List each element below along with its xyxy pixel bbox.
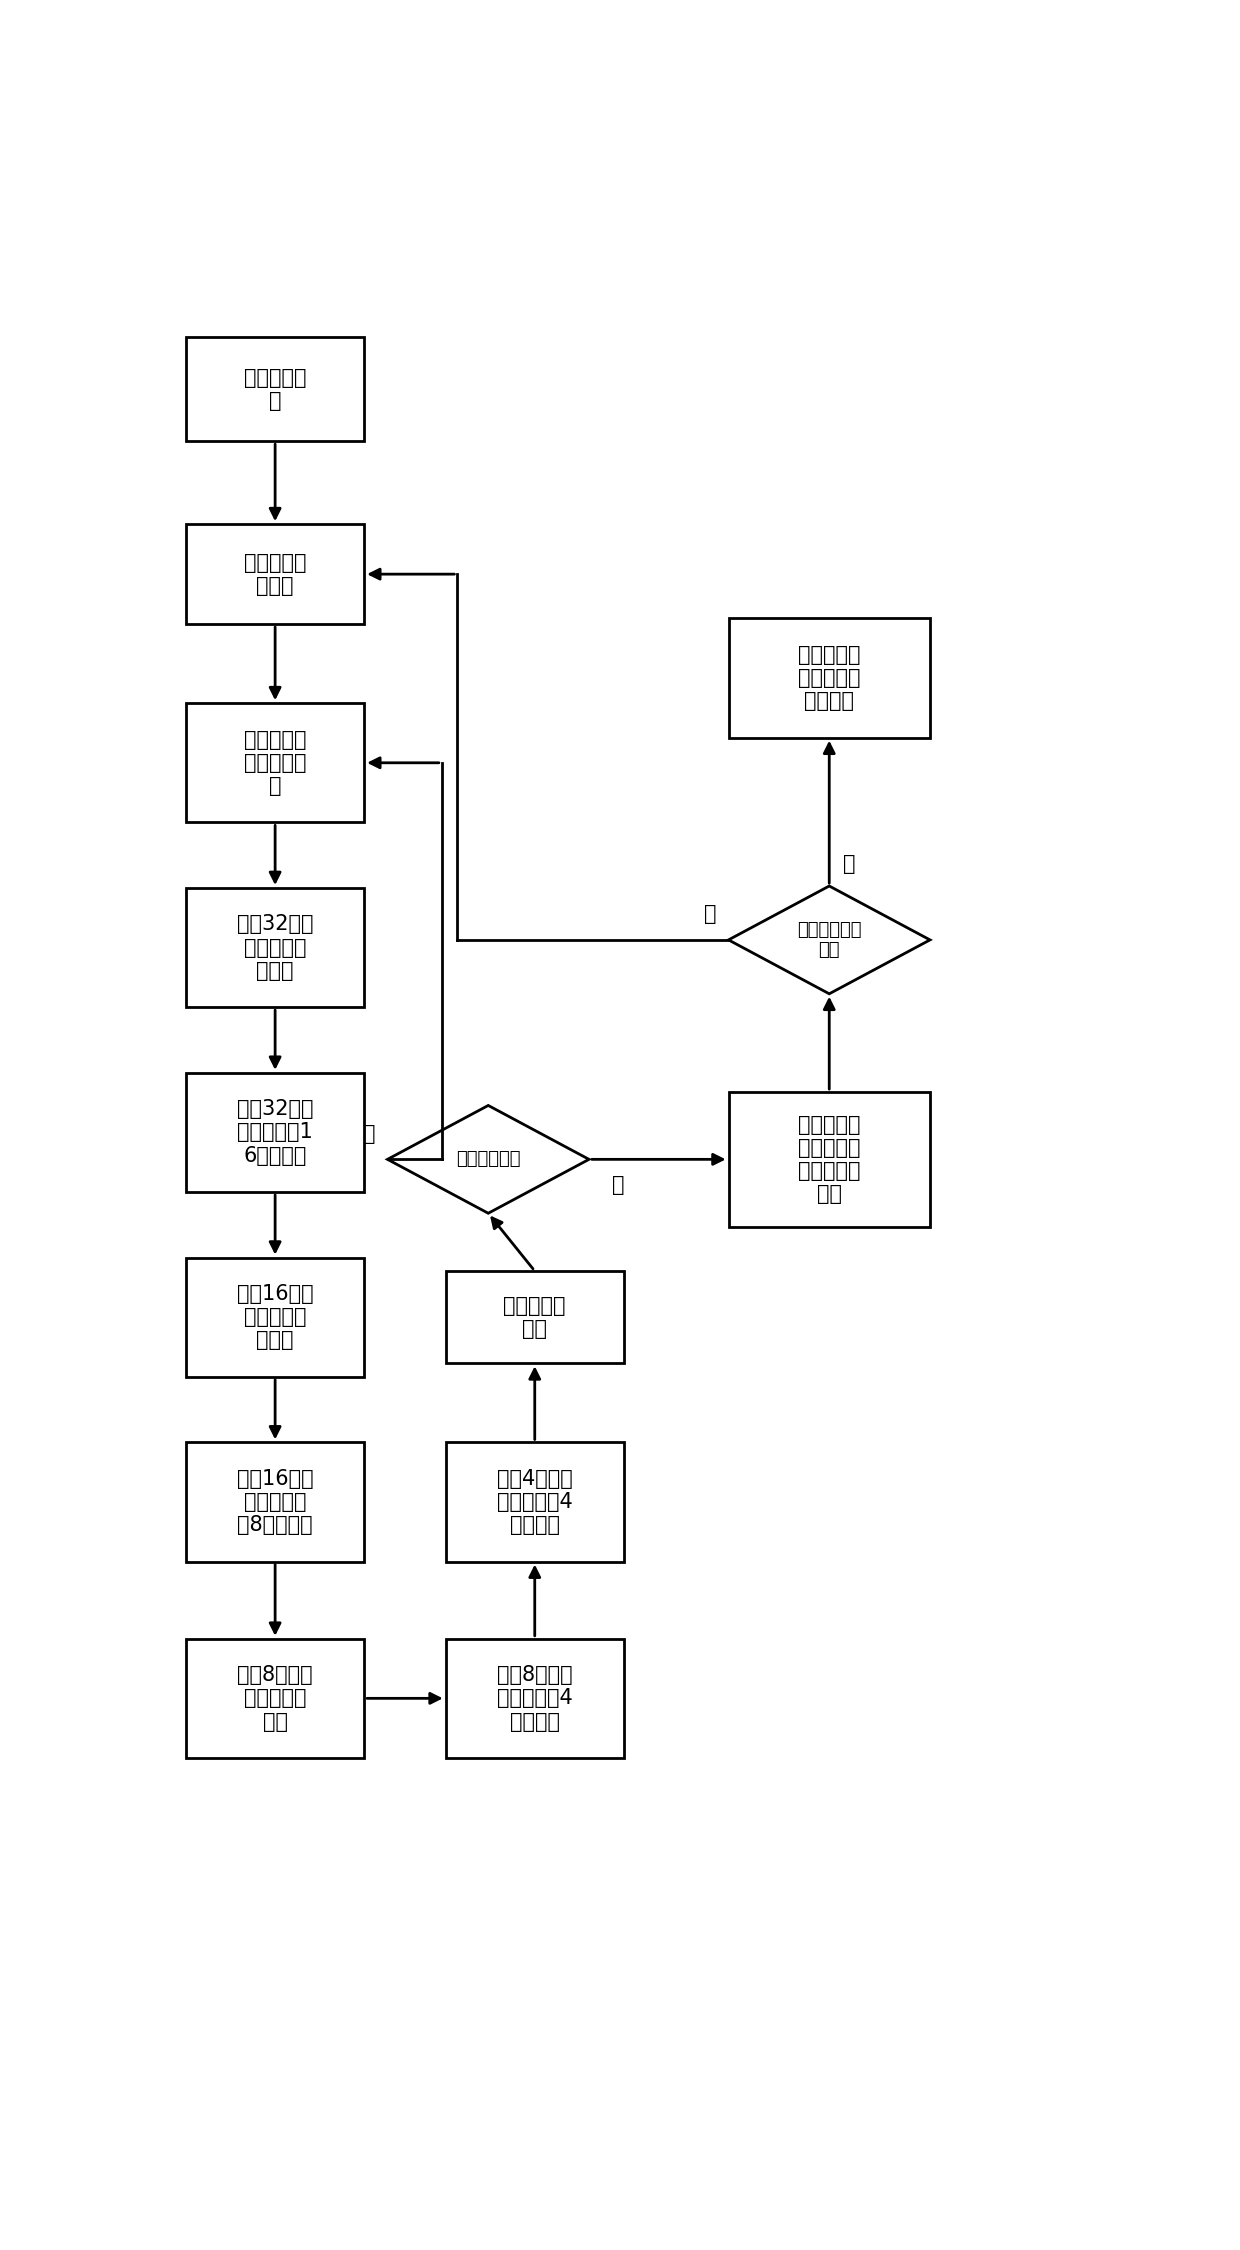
Text: 获得残差像
素: 获得残差像 素 bbox=[244, 367, 306, 412]
Text: 对存储的残
差像素做二
维离散余弦
变换: 对存储的残 差像素做二 维离散余弦 变换 bbox=[799, 1114, 861, 1204]
Text: 调整像素值
顺序: 调整像素值 顺序 bbox=[503, 1296, 565, 1339]
Polygon shape bbox=[387, 1105, 589, 1213]
Bar bbox=[186, 702, 365, 824]
Text: 是否最后一个
矩阵: 是否最后一个 矩阵 bbox=[797, 920, 862, 958]
Bar bbox=[729, 1091, 930, 1226]
Text: 获得32点蝶
形变换的处
理数据: 获得32点蝶 形变换的处 理数据 bbox=[237, 914, 314, 981]
Bar bbox=[186, 338, 365, 441]
Bar bbox=[186, 1073, 365, 1192]
Bar bbox=[445, 1271, 624, 1363]
Bar bbox=[186, 889, 365, 1008]
Bar bbox=[186, 1638, 365, 1757]
Bar bbox=[445, 1638, 624, 1757]
Text: 读取残差像
素矩阵: 读取残差像 素矩阵 bbox=[244, 554, 306, 596]
Bar bbox=[186, 1258, 365, 1377]
Text: 是: 是 bbox=[613, 1174, 625, 1195]
Polygon shape bbox=[729, 886, 930, 994]
Text: 任意读取一
行全部像素
值: 任意读取一 行全部像素 值 bbox=[244, 729, 306, 796]
Bar bbox=[729, 619, 930, 738]
Text: 输出量化和
熵编码后的
压缩码流: 输出量化和 熵编码后的 压缩码流 bbox=[799, 646, 861, 711]
Text: 获得16点蝶
形变换的处
理数据: 获得16点蝶 形变换的处 理数据 bbox=[237, 1285, 314, 1350]
Text: 获得8点离散
余弦变换后4
个像素值: 获得8点离散 余弦变换后4 个像素值 bbox=[497, 1665, 573, 1732]
Bar bbox=[186, 524, 365, 623]
Text: 是: 是 bbox=[843, 855, 856, 875]
Text: 获得32点离
散余弦变换1
6个像素值: 获得32点离 散余弦变换1 6个像素值 bbox=[237, 1100, 314, 1166]
Bar bbox=[445, 1442, 624, 1561]
Text: 是否最后一行: 是否最后一行 bbox=[456, 1150, 521, 1168]
Text: 获得4点离散
余弦变换的4
个像素值: 获得4点离散 余弦变换的4 个像素值 bbox=[497, 1469, 573, 1534]
Text: 获得8点蝶形
变换的处理
数据: 获得8点蝶形 变换的处理 数据 bbox=[237, 1665, 312, 1732]
Text: 获得16点离
散余弦变换
后8个像素值: 获得16点离 散余弦变换 后8个像素值 bbox=[237, 1469, 314, 1534]
Text: 否: 否 bbox=[363, 1125, 376, 1143]
Bar bbox=[186, 1442, 365, 1561]
Text: 否: 否 bbox=[704, 904, 717, 925]
